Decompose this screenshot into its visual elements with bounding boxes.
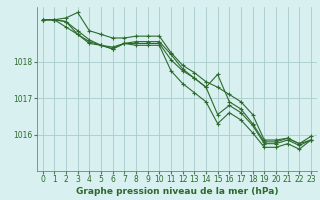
X-axis label: Graphe pression niveau de la mer (hPa): Graphe pression niveau de la mer (hPa) xyxy=(76,187,278,196)
